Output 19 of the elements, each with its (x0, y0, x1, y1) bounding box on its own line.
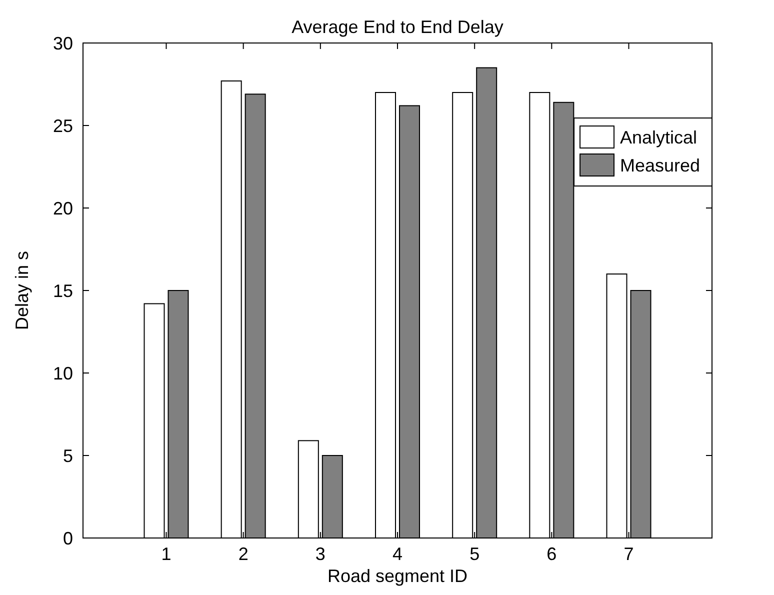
x-tick-label: 3 (315, 544, 326, 564)
legend-label: Measured (620, 155, 700, 176)
y-tick-label: 10 (52, 363, 73, 384)
legend-label: Analytical (620, 127, 698, 148)
y-tick-label: 30 (52, 33, 73, 54)
y-tick-label: 0 (62, 528, 73, 548)
y-tick-label: 25 (52, 116, 73, 136)
x-tick-label: 2 (238, 544, 248, 564)
x-tick-label: 4 (392, 544, 403, 564)
x-tick-label: 5 (470, 544, 480, 564)
y-tick-label: 15 (52, 280, 73, 301)
y-tick-label: 20 (52, 198, 73, 218)
chart-title: Average End to End Delay (292, 17, 504, 37)
x-axis-title: Road segment ID (327, 566, 468, 586)
x-tick-label: 7 (624, 544, 634, 564)
x-tick-label: 1 (161, 544, 172, 564)
y-tick-label: 5 (62, 446, 73, 466)
x-tick-label: 6 (546, 544, 557, 564)
y-axis-title: Delay in s (12, 250, 32, 330)
